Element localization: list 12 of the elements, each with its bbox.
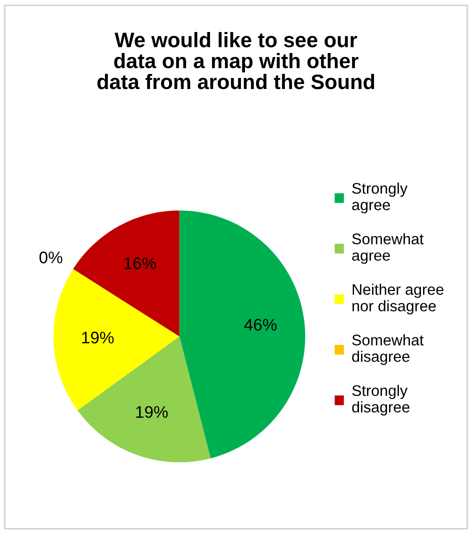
legend-label: Somewhat agree (352, 233, 424, 264)
legend-label: Somewhat disagree (352, 334, 424, 365)
text: 0% (39, 252, 62, 264)
pie-slice (179, 210, 306, 458)
legend-label: Neither agree nor disagree (352, 284, 444, 314)
data-label: 19% (82, 332, 114, 344)
data-label: 19% (136, 406, 168, 418)
data-label: 16% (124, 257, 156, 270)
legend-label: Strongly agree (352, 182, 408, 214)
data-label: 46% (244, 318, 277, 331)
legend-label: Strongly disagree (352, 384, 410, 416)
chart-title: We would like to see our data on a map with other data from around the Sound (97, 32, 374, 90)
